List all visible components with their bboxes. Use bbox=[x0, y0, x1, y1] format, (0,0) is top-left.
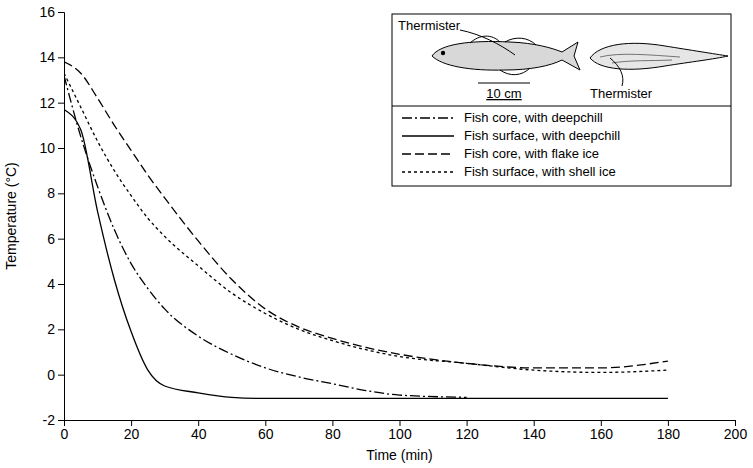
fish-body bbox=[432, 42, 580, 71]
legend-swatch bbox=[402, 171, 454, 172]
x-tick-label: 140 bbox=[523, 426, 547, 442]
fish-eye bbox=[441, 51, 445, 55]
y-tick-mark bbox=[58, 103, 64, 104]
legend-label: Fish core, with flake ice bbox=[464, 146, 599, 161]
x-tick-label: 100 bbox=[388, 426, 412, 442]
chart: 0 20 40 60 80 100 120 140 160 180 200 -2 0 2 4 6 8 10 12 14… bbox=[0, 0, 753, 468]
x-tick-label: 120 bbox=[455, 426, 479, 442]
y-tick: 10 bbox=[39, 140, 64, 156]
plot-lines bbox=[64, 62, 668, 399]
y-tick-mark bbox=[58, 148, 64, 149]
x-tick: 80 bbox=[325, 420, 341, 442]
y-axis-line bbox=[58, 13, 65, 421]
y-tick: 16 bbox=[39, 4, 64, 20]
y-tick-mark bbox=[58, 193, 64, 194]
x-tick: 20 bbox=[124, 420, 140, 442]
legend-swatch bbox=[402, 117, 454, 118]
legend-label: Fish core, with deepchill bbox=[464, 110, 603, 125]
y-tick: 0 bbox=[47, 367, 64, 383]
x-tick-label: 200 bbox=[724, 426, 748, 442]
y-axis: -2 0 2 4 6 8 10 12 14 16 bbox=[39, 4, 64, 428]
y-tick: 4 bbox=[47, 276, 64, 292]
x-tick: 200 bbox=[724, 420, 748, 442]
annotation: 10 cm bbox=[486, 86, 521, 101]
x-tick: 40 bbox=[191, 420, 207, 442]
y-tick-label: 2 bbox=[47, 321, 55, 337]
legend-label: Fish surface, with deepchill bbox=[464, 128, 620, 143]
series-line bbox=[64, 73, 668, 372]
y-tick-mark bbox=[58, 329, 64, 330]
y-tick-mark bbox=[58, 12, 64, 13]
x-tick-label: 40 bbox=[191, 426, 207, 442]
y-tick-label: 8 bbox=[47, 185, 55, 201]
x-tick: 0 bbox=[61, 420, 69, 442]
x-tick: 100 bbox=[388, 420, 412, 442]
legend-label: Fish surface, with shell ice bbox=[464, 164, 616, 179]
legend-swatch bbox=[402, 153, 454, 154]
y-tick-mark bbox=[58, 420, 64, 421]
x-tick-label: 60 bbox=[258, 426, 274, 442]
y-tick-label: 10 bbox=[39, 140, 55, 156]
x-axis: 0 20 40 60 80 100 120 140 160 180 200 bbox=[61, 420, 748, 442]
y-tick: 12 bbox=[39, 95, 64, 111]
y-tick: 8 bbox=[47, 185, 64, 201]
fillet-lines bbox=[600, 54, 680, 63]
x-tick: 120 bbox=[455, 420, 479, 442]
y-tick-label: 12 bbox=[39, 95, 55, 111]
y-tick: 2 bbox=[47, 321, 64, 337]
x-tick-label: 180 bbox=[657, 426, 681, 442]
x-tick-label: 80 bbox=[325, 426, 341, 442]
y-tick-label: -2 bbox=[43, 412, 56, 428]
annotation: Thermister bbox=[590, 86, 653, 101]
x-tick-label: 0 bbox=[61, 426, 69, 442]
x-tick: 60 bbox=[258, 420, 274, 442]
y-tick-mark bbox=[58, 57, 64, 58]
x-tick: 140 bbox=[523, 420, 547, 442]
thermister-lead bbox=[610, 58, 623, 86]
legend-swatch bbox=[402, 135, 454, 136]
series-line bbox=[64, 109, 668, 398]
fish-fillet bbox=[590, 43, 728, 69]
x-axis-title: Time (min) bbox=[366, 447, 432, 463]
fish-drawing bbox=[432, 30, 728, 86]
y-tick-mark bbox=[58, 284, 64, 285]
y-tick-label: 14 bbox=[39, 49, 55, 65]
y-tick-label: 16 bbox=[39, 4, 55, 20]
x-tick-label: 160 bbox=[590, 426, 614, 442]
y-tick: 14 bbox=[39, 49, 64, 65]
y-tick: 6 bbox=[47, 231, 64, 247]
x-tick: 180 bbox=[657, 420, 681, 442]
x-tick-label: 20 bbox=[124, 426, 140, 442]
y-axis-title: Temperature (°C) bbox=[3, 162, 19, 270]
y-tick-label: 0 bbox=[47, 367, 55, 383]
x-tick: 160 bbox=[590, 420, 614, 442]
y-tick-label: 4 bbox=[47, 276, 55, 292]
annotation: Thermister bbox=[398, 18, 461, 33]
y-tick-mark bbox=[58, 375, 64, 376]
legend: Thermister 10 cm Thermister Fish core, with… bbox=[392, 14, 731, 186]
thermister-lead bbox=[460, 30, 515, 55]
legend-box bbox=[392, 14, 731, 186]
fish-fins bbox=[470, 36, 536, 75]
y-tick-label: 6 bbox=[47, 231, 55, 247]
scale-bar bbox=[478, 82, 530, 83]
y-tick: -2 bbox=[43, 412, 64, 428]
y-tick-mark bbox=[58, 239, 64, 240]
legend-divider bbox=[392, 106, 731, 107]
